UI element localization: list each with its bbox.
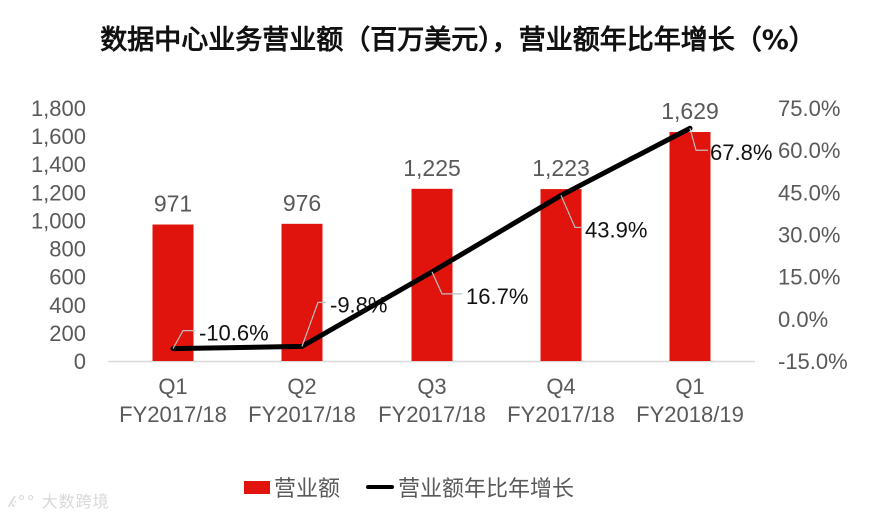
legend-item-revenue: 营业额 <box>244 471 340 503</box>
category-quarter-label: Q1 <box>158 374 187 399</box>
category-quarter-label: Q3 <box>417 374 446 399</box>
left-axis-tick: 600 <box>49 265 86 290</box>
left-axis-tick: 1,200 <box>31 180 86 205</box>
growth-value-label: 16.7% <box>466 284 528 309</box>
left-axis-tick: 1,000 <box>31 208 86 233</box>
data-label-leader-line <box>172 330 195 349</box>
bar-swatch-icon <box>244 480 270 494</box>
revenue-bar <box>540 189 582 361</box>
right-axis-tick: -15.0% <box>778 349 848 374</box>
category-quarter-label: Q2 <box>287 374 316 399</box>
left-axis-tick: 800 <box>49 237 86 262</box>
growth-value-label: -9.8% <box>330 292 387 317</box>
watermark-logo: 𝓀°° 大数跨境 <box>8 488 110 512</box>
left-axis-tick: 200 <box>49 321 86 346</box>
chart-title-text: 数据中心业务营业额（百万美元），营业额年比年增长（%） <box>100 25 816 56</box>
category-quarter-label: Q1 <box>675 374 704 399</box>
data-label-leader-line <box>301 301 326 347</box>
bar-value-label: 976 <box>283 190 321 216</box>
left-axis-tick: 1,600 <box>31 124 86 149</box>
right-axis-tick: 75.0% <box>778 96 840 121</box>
data-label-leader-line <box>431 271 462 295</box>
bar-value-label: 1,223 <box>532 155 590 181</box>
bar-value-label: 971 <box>154 191 192 217</box>
right-axis-tick: 30.0% <box>778 223 840 248</box>
left-axis-tick: 1,400 <box>31 152 86 177</box>
left-axis-tick: 0 <box>74 349 86 374</box>
category-fiscal-year-label: FY2017/18 <box>507 402 615 427</box>
watermark-text: 大数跨境 <box>41 492 110 511</box>
right-axis-tick: 45.0% <box>778 180 840 205</box>
chart-title: 数据中心业务营业额（百万美元），营业额年比年增长（%） <box>0 18 880 57</box>
data-label-leader-line <box>560 195 581 229</box>
right-axis-tick: 15.0% <box>778 265 840 290</box>
right-axis-tick: 0.0% <box>778 307 828 332</box>
right-axis-tick: 60.0% <box>778 138 840 163</box>
revenue-bar <box>669 132 711 361</box>
left-axis-tick: 400 <box>49 293 86 318</box>
growth-value-label: 43.9% <box>585 217 647 242</box>
category-fiscal-year-label: FY2017/18 <box>119 402 227 427</box>
bar-value-label: 1,225 <box>403 155 461 181</box>
category-fiscal-year-label: FY2017/18 <box>248 402 356 427</box>
line-swatch-icon <box>366 485 395 489</box>
revenue-bar <box>152 224 194 361</box>
growth-value-label: -10.6% <box>199 321 269 346</box>
legend: 营业额 营业额年比年增长 <box>244 471 600 503</box>
category-fiscal-year-label: FY2018/19 <box>636 402 744 427</box>
legend-item-growth: 营业额年比年增长 <box>366 471 574 503</box>
revenue-bar <box>411 188 453 361</box>
data-label-leader-line <box>689 128 708 151</box>
legend-label-growth: 营业额年比年增长 <box>398 477 575 502</box>
growth-value-label: 67.8% <box>710 140 772 165</box>
bar-value-label: 1,629 <box>661 98 719 124</box>
legend-label-revenue: 营业额 <box>274 477 341 502</box>
category-fiscal-year-label: FY2017/18 <box>378 402 486 427</box>
logo-icon: 𝓀°° <box>8 492 36 511</box>
category-quarter-label: Q4 <box>546 374 575 399</box>
left-axis-tick: 1,800 <box>31 96 86 121</box>
